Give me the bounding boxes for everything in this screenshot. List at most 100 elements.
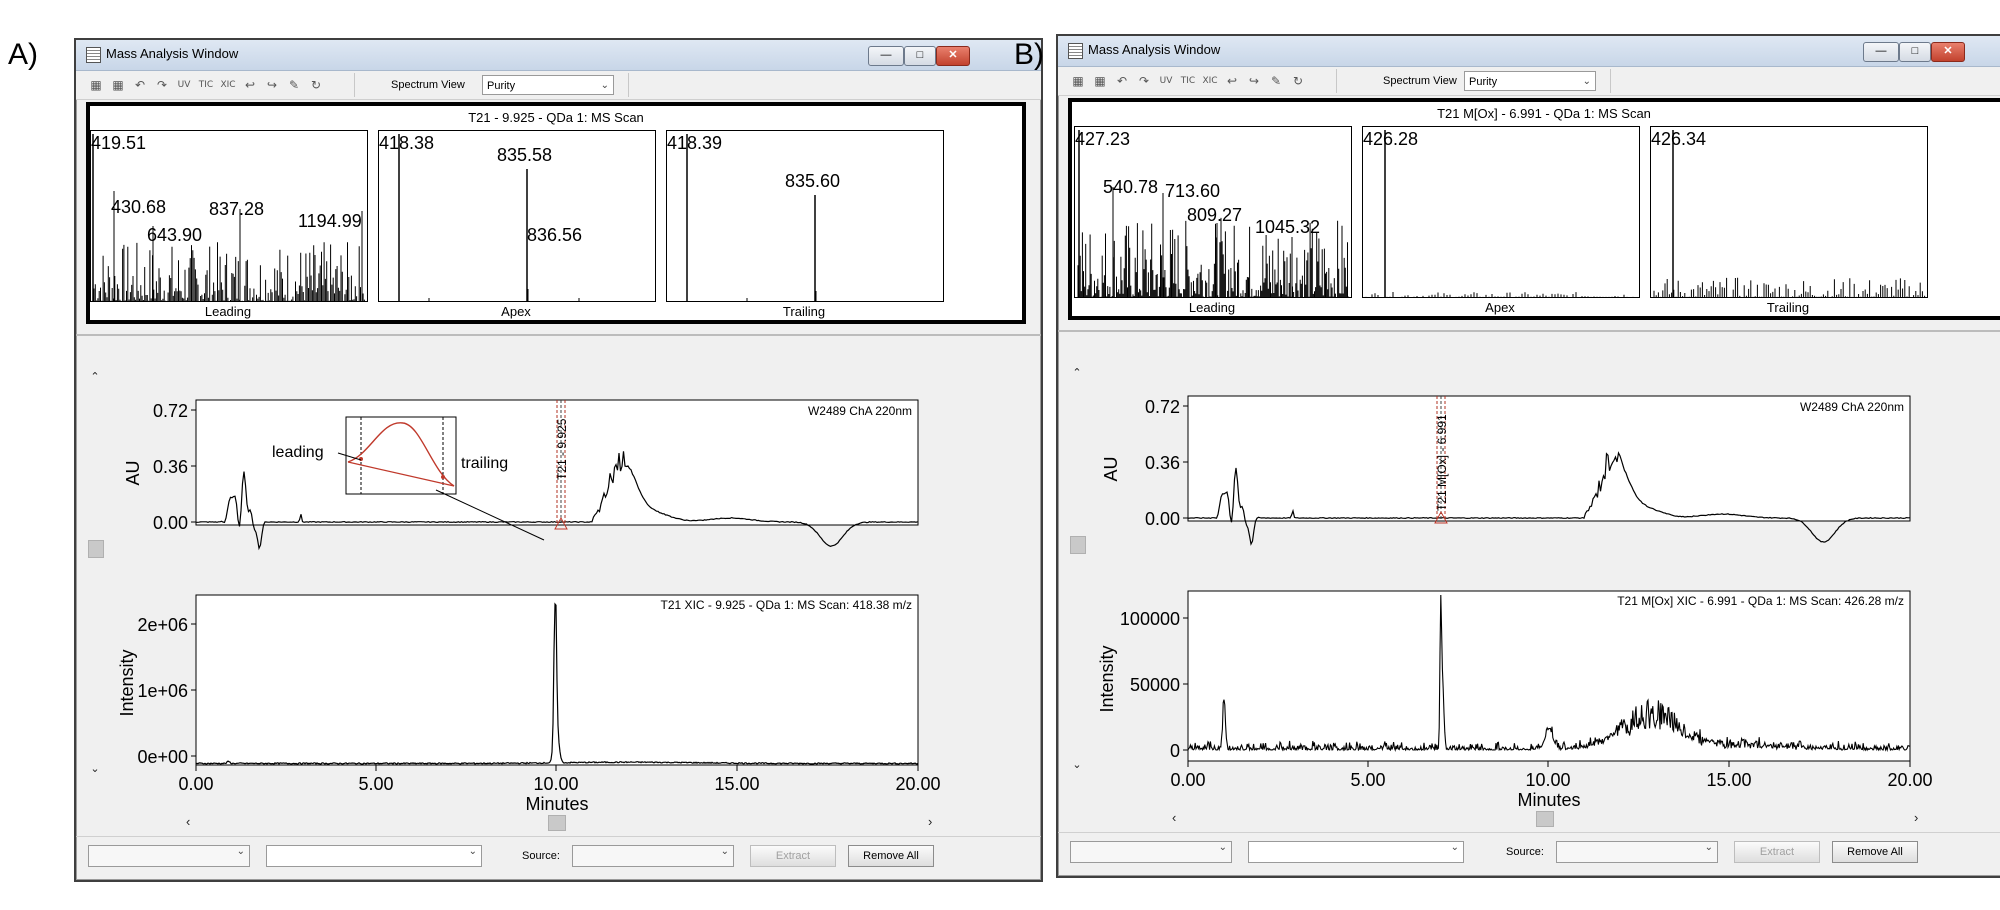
bottom-bar: ⌄ ⌄ Source: ⌄ Extract Remove All: [76, 836, 1041, 877]
spectrum-name: Leading: [204, 304, 252, 319]
peak-label: 1194.99: [298, 211, 362, 231]
scroll-left-icon[interactable]: ‹: [186, 814, 191, 829]
spectrum-view-select[interactable]: Purity ⌄: [482, 75, 614, 95]
xic-y-label: Intensity: [1097, 645, 1117, 712]
spectrum-view-select[interactable]: Purity ⌄: [1464, 71, 1596, 91]
close-button[interactable]: ✕: [936, 46, 970, 66]
toolbar-separator: [354, 73, 355, 97]
horizontal-scrollbar[interactable]: ‹ ›: [1172, 810, 1932, 827]
tic-icon[interactable]: TIC: [198, 80, 214, 90]
y-tick-label: 100000: [1120, 609, 1180, 629]
close-button[interactable]: ✕: [1931, 42, 1965, 62]
pane-divider[interactable]: [76, 334, 1041, 336]
source-select[interactable]: ⌄: [1556, 841, 1718, 863]
scroll-thumb[interactable]: [548, 815, 566, 831]
redo-icon[interactable]: ↪: [1248, 74, 1260, 88]
uv-y-axis: 0.72 0.36 0.00 AU: [123, 401, 196, 533]
tic-icon[interactable]: TIC: [1180, 76, 1196, 86]
xic-y-axis: 100000 50000 0 Intensity: [1097, 609, 1188, 761]
toolbar-separator: [628, 73, 629, 97]
scroll-up-icon[interactable]: ⌃: [90, 371, 100, 383]
export-icon[interactable]: ✎: [288, 78, 300, 92]
scroll-thumb[interactable]: [88, 540, 104, 558]
refresh-icon[interactable]: ↻: [1292, 74, 1304, 88]
spectrum-trailing: 426.34: [1650, 126, 1928, 298]
marker-triangle-icon[interactable]: [554, 516, 568, 530]
xic-y-label: Intensity: [117, 649, 137, 716]
marker-triangle-icon[interactable]: [1434, 510, 1448, 524]
xic-icon[interactable]: XIC: [220, 80, 236, 90]
zoom-in-icon[interactable]: ▦: [90, 78, 102, 92]
scroll-right-icon[interactable]: ›: [1914, 810, 1919, 825]
undo-icon[interactable]: ↩: [244, 78, 256, 92]
x-axis: 0.00 5.00 10.00 15.00 20.00 Minutes: [178, 765, 941, 814]
uv-icon[interactable]: UV: [177, 80, 191, 90]
vertical-scrollbar[interactable]: ⌃ ⌄: [1070, 366, 1086, 776]
x-tick-label: 10.00: [1525, 770, 1570, 790]
scroll-up-icon[interactable]: ⌃: [1072, 367, 1082, 379]
scroll-thumb[interactable]: [1070, 536, 1086, 554]
window-title: Mass Analysis Window: [106, 46, 239, 61]
refresh-icon[interactable]: ↻: [310, 78, 322, 92]
peak-label: 1045.32: [1255, 217, 1321, 237]
remove-all-button[interactable]: Remove All: [1832, 841, 1918, 863]
mass-analysis-window-b: Mass Analysis Window — □ ✕ ▦ ▦ ↶ ↷ UV TI…: [1056, 34, 2000, 878]
chevron-down-icon: ⌄: [600, 80, 609, 91]
horizontal-scrollbar[interactable]: ‹ ›: [186, 814, 946, 831]
zoom-back-icon[interactable]: ↶: [1116, 74, 1128, 88]
spectrum-name: Leading: [1188, 300, 1236, 315]
remove-all-button[interactable]: Remove All: [848, 845, 934, 867]
title-bar[interactable]: Mass Analysis Window — □ ✕: [1058, 36, 2000, 67]
toolbar: ▦ ▦ ↶ ↷ UV TIC XIC ↩ ↪ ✎ ↻ Spectrum View…: [76, 71, 1041, 100]
panel-a-label: A): [8, 38, 38, 71]
marker-label: T21 M[Ox] - 6.991: [1435, 414, 1449, 511]
mass-select[interactable]: ⌄: [1248, 841, 1464, 863]
zoom-in-icon[interactable]: ▦: [1072, 74, 1084, 88]
peak-label: 809.27: [1187, 205, 1243, 225]
title-bar[interactable]: Mass Analysis Window — □ ✕: [76, 40, 1041, 71]
x-tick-label: 10.00: [533, 774, 578, 794]
peak-label: 643.90: [147, 225, 203, 245]
zoom-out-icon[interactable]: ▦: [112, 78, 124, 92]
extract-button[interactable]: Extract: [1734, 841, 1820, 863]
spectrum-leading: 419.51 430.68 643.90 837.28 1194.99: [90, 130, 368, 302]
extract-button[interactable]: Extract: [750, 845, 836, 867]
uv-icon[interactable]: UV: [1159, 76, 1173, 86]
mass-select[interactable]: ⌄: [266, 845, 482, 867]
scroll-left-icon[interactable]: ‹: [1172, 810, 1177, 825]
x-axis-label: Minutes: [1517, 790, 1580, 810]
y-tick-label: 2e+06: [137, 615, 188, 635]
trace-type-select[interactable]: ⌄: [1070, 841, 1232, 863]
scroll-down-icon[interactable]: ⌄: [90, 763, 100, 775]
minimize-button[interactable]: —: [1863, 42, 1899, 62]
inset-leading-label: leading: [272, 444, 324, 461]
y-tick-label: 0.72: [153, 401, 188, 421]
peak-label: 835.58: [497, 145, 553, 165]
source-select[interactable]: ⌄: [572, 845, 734, 867]
y-tick-label: 0.00: [153, 513, 188, 533]
mass-analysis-window-a: Mass Analysis Window — □ ✕ ▦ ▦ ↶ ↷ UV TI…: [74, 38, 1043, 882]
xic-icon[interactable]: XIC: [1202, 76, 1218, 86]
zoom-back-icon[interactable]: ↶: [134, 78, 146, 92]
scroll-thumb[interactable]: [1536, 811, 1554, 827]
maximize-button[interactable]: □: [904, 46, 936, 66]
y-tick-label: 0.72: [1145, 397, 1180, 417]
trace-type-select[interactable]: ⌄: [88, 845, 250, 867]
toolbar: ▦ ▦ ↶ ↷ UV TIC XIC ↩ ↪ ✎ ↻ Spectrum View…: [1058, 67, 2000, 96]
zoom-forward-icon[interactable]: ↷: [156, 78, 168, 92]
zoom-forward-icon[interactable]: ↷: [1138, 74, 1150, 88]
scroll-right-icon[interactable]: ›: [928, 814, 933, 829]
spectrum-view-label: Spectrum View: [391, 79, 465, 91]
export-icon[interactable]: ✎: [1270, 74, 1282, 88]
x-tick-label: 5.00: [358, 774, 393, 794]
spectrum-apex-plot: [1365, 130, 1634, 297]
pane-divider[interactable]: [1058, 330, 2000, 332]
zoom-out-icon[interactable]: ▦: [1094, 74, 1106, 88]
maximize-button[interactable]: □: [1899, 42, 1931, 62]
scroll-down-icon[interactable]: ⌄: [1072, 759, 1082, 771]
y-tick-label: 0.36: [153, 457, 188, 477]
undo-icon[interactable]: ↩: [1226, 74, 1238, 88]
vertical-scrollbar[interactable]: ⌃ ⌄: [88, 370, 104, 780]
minimize-button[interactable]: —: [868, 46, 904, 66]
redo-icon[interactable]: ↪: [266, 78, 278, 92]
